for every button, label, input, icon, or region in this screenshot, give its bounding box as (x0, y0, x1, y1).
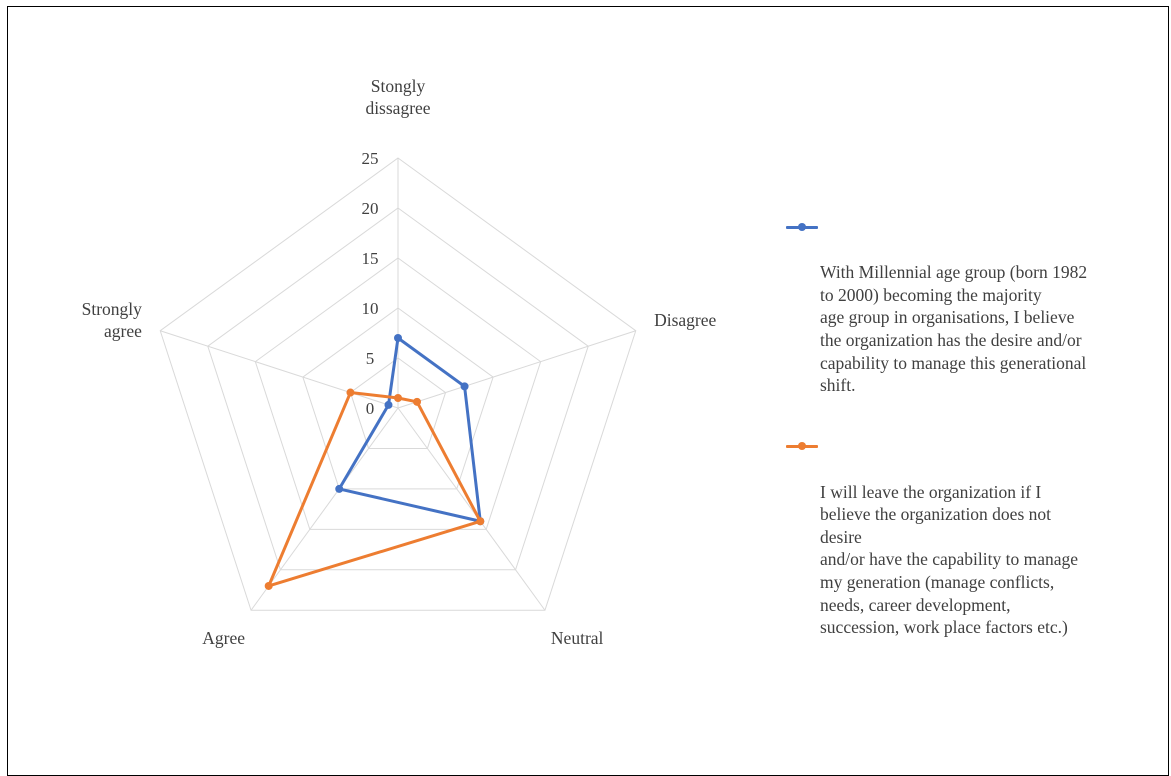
r-tick-label: 5 (366, 349, 375, 368)
series-2-point-4[interactable] (264, 581, 273, 590)
category-label-1: dissagree (365, 98, 430, 118)
category-label-2: Disagree (654, 310, 716, 330)
series-1-line (337, 336, 482, 523)
category-label-4: Agree (202, 628, 245, 648)
legend-marker-series-2 (786, 441, 818, 451)
category-label-1: Stongly (371, 76, 426, 96)
legend-label-series-2: I will leave the organization if I belie… (820, 481, 1079, 638)
grid-ring-2 (302, 307, 494, 490)
radar-tick-labels: 0 5 10 15 20 25 (362, 149, 379, 418)
category-label-5: agree (104, 321, 142, 341)
legend-item-series-2[interactable]: I will leave the organization if I belie… (786, 435, 1171, 661)
series-2-point-1[interactable] (394, 394, 402, 402)
grid-spoke-4 (250, 407, 399, 611)
grid-spoke-5 (160, 330, 399, 409)
series-2-point-2[interactable] (413, 397, 422, 406)
grid-ring-1 (349, 357, 447, 449)
legend-item-series-1[interactable]: With Millennial age group (born 1982 to … (786, 216, 1171, 419)
r-tick-label: 10 (362, 299, 379, 318)
r-tick-label: 0 (366, 399, 375, 418)
chart-frame (7, 6, 1169, 776)
legend-label-series-1: With Millennial age group (born 1982 to … (820, 262, 1088, 396)
grid-ring-3 (254, 257, 542, 530)
radar-series (264, 334, 485, 590)
series-1-point-4[interactable] (335, 484, 344, 493)
r-tick-label: 15 (362, 249, 379, 268)
grid-ring-4 (207, 207, 589, 571)
series-1-point-2[interactable] (460, 382, 469, 391)
r-tick-label: 25 (362, 149, 379, 168)
chart-legend: With Millennial age group (born 1982 to … (786, 216, 1171, 677)
radar-grid (159, 157, 637, 611)
category-label-5: Strongly (82, 299, 143, 319)
series-1-point-1[interactable] (394, 334, 402, 342)
series-1-point-5[interactable] (384, 400, 393, 409)
series-2-point-5[interactable] (346, 388, 355, 397)
grid-spoke-3 (397, 407, 546, 611)
grid-ring-5 (159, 157, 637, 611)
grid-spoke-2 (397, 330, 636, 409)
r-tick-label: 20 (362, 199, 379, 218)
legend-marker-series-1 (786, 222, 818, 232)
category-label-3: Neutral (551, 628, 604, 648)
series-2-point-3[interactable] (476, 517, 485, 526)
